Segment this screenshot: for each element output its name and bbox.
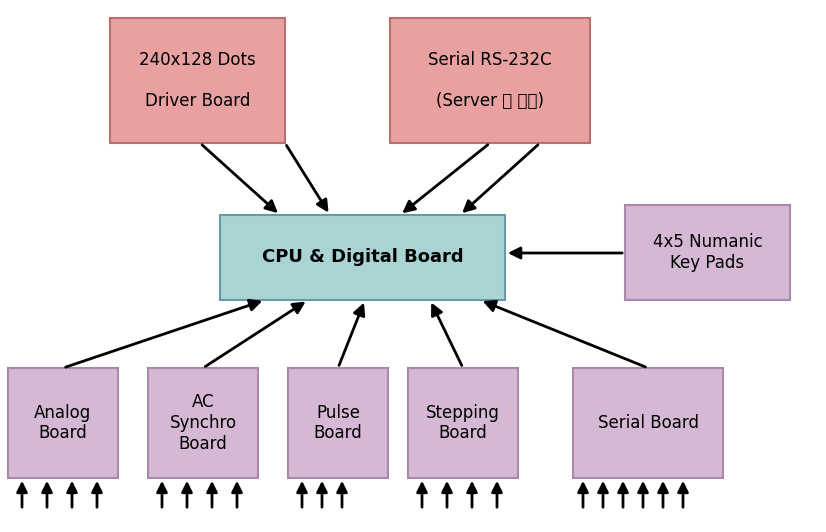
Text: CPU & Digital Board: CPU & Digital Board — [262, 248, 463, 267]
Text: Stepping
Board: Stepping Board — [426, 404, 500, 443]
FancyBboxPatch shape — [110, 18, 285, 143]
FancyBboxPatch shape — [625, 205, 790, 300]
Text: Pulse
Board: Pulse Board — [314, 404, 363, 443]
FancyBboxPatch shape — [390, 18, 590, 143]
FancyBboxPatch shape — [8, 368, 118, 478]
Text: Analog
Board: Analog Board — [35, 404, 92, 443]
FancyBboxPatch shape — [220, 215, 505, 300]
FancyBboxPatch shape — [288, 368, 388, 478]
FancyBboxPatch shape — [573, 368, 723, 478]
Text: Serial Board: Serial Board — [597, 414, 699, 432]
FancyBboxPatch shape — [408, 368, 518, 478]
Text: 240x128 Dots

Driver Board: 240x128 Dots Driver Board — [139, 51, 256, 110]
Text: AC
Synchro
Board: AC Synchro Board — [169, 393, 236, 453]
Text: Serial RS-232C

(Server 와 결선): Serial RS-232C (Server 와 결선) — [428, 51, 552, 110]
FancyBboxPatch shape — [148, 368, 258, 478]
Text: 4x5 Numanic
Key Pads: 4x5 Numanic Key Pads — [653, 233, 762, 272]
